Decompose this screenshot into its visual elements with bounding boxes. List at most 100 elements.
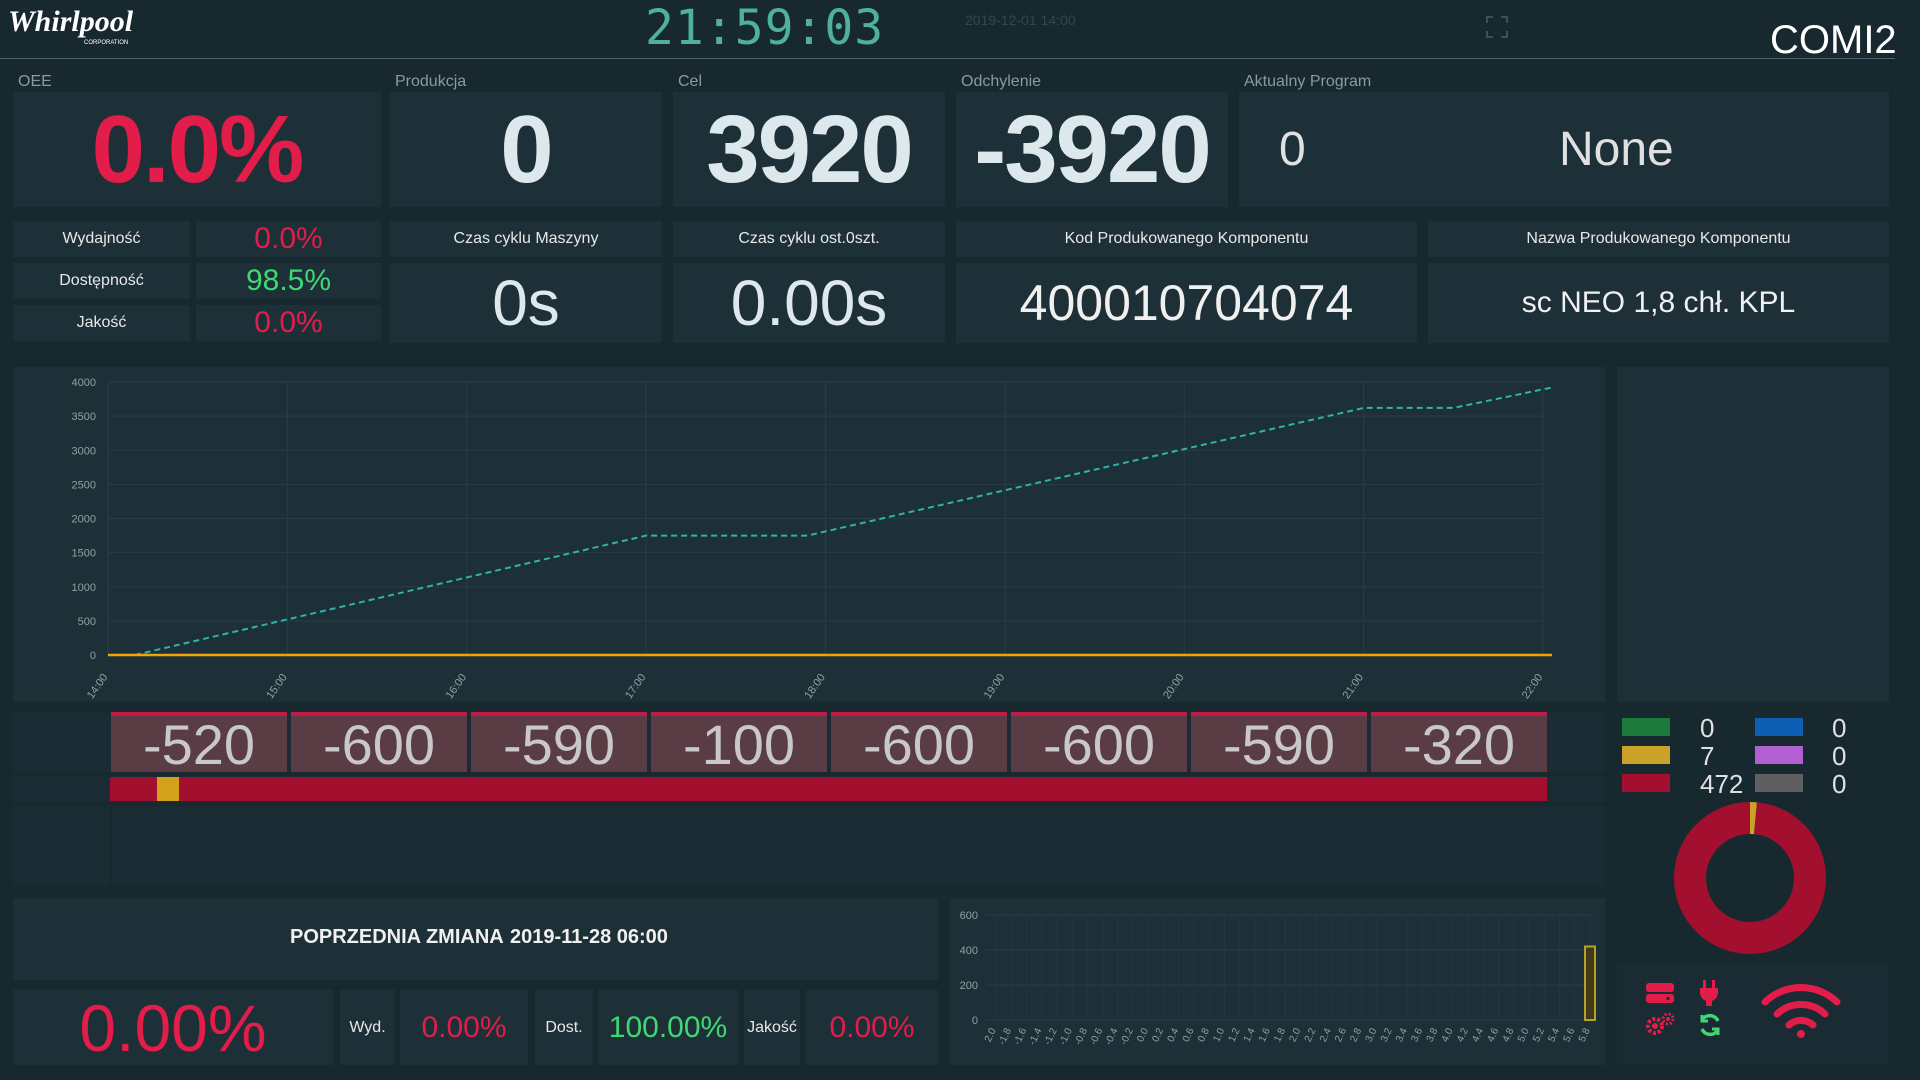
server-icon[interactable] <box>1645 982 1675 1004</box>
deviation-cell: -590 <box>1191 712 1367 776</box>
deviation-cell: -320 <box>1371 712 1547 776</box>
oee-breakdown-label: Dostępność <box>13 263 190 299</box>
legend-value: 0 <box>1832 769 1847 799</box>
deviation-cell: -600 <box>1011 712 1187 776</box>
histogram-chart: 02004006002.0-1.8-1.6-1.4-1.2-1.0-0.8-0.… <box>960 910 1596 1047</box>
chart-y-tick: 1500 <box>72 548 96 560</box>
hist-x-tick: 4.0 <box>1440 1026 1456 1044</box>
refresh-icon[interactable] <box>1697 1012 1723 1038</box>
cel-panel: 3920 <box>673 92 945 207</box>
hist-x-tick: 0.2 <box>1150 1026 1166 1044</box>
hist-x-tick: 1.2 <box>1227 1026 1243 1044</box>
legend-swatch <box>1622 746 1670 764</box>
deviation-cell: -600 <box>831 712 1007 776</box>
plug-icon[interactable] <box>1699 980 1719 1006</box>
hist-x-tick: 1.6 <box>1257 1026 1273 1044</box>
hist-x-tick: 2.2 <box>1303 1026 1319 1044</box>
chart-x-tick: 14:00 <box>85 672 111 701</box>
component-name-value: sc NEO 1,8 chł. KPL <box>1428 263 1889 343</box>
hist-y-tick: 600 <box>960 910 978 922</box>
program-label: Aktualny Program <box>1244 73 1372 90</box>
oee-label: OEE <box>18 73 52 90</box>
hist-bar <box>1584 945 1596 1021</box>
previous-oee-value: 0.00% <box>13 990 333 1065</box>
chart-x-tick: 19:00 <box>982 672 1008 701</box>
chart-y-tick: 1000 <box>72 582 96 594</box>
hist-x-tick: 5.4 <box>1546 1026 1562 1044</box>
legend-value: 7 <box>1700 741 1715 771</box>
previous-shift-title: POPRZEDNIA ZMIANA <box>290 926 504 948</box>
legend-value: 0 <box>1832 713 1847 743</box>
clock: 21:59:03 <box>645 0 885 56</box>
deviation-cell: -100 <box>651 712 827 776</box>
previous-jakosc-value: 0.00% <box>806 990 938 1065</box>
cel-value: 3920 <box>706 96 914 203</box>
deviation-cell: -520 <box>111 712 287 776</box>
hist-x-tick: 1.8 <box>1272 1026 1288 1044</box>
previous-jakosc-label: Jakość <box>744 990 800 1065</box>
right-empty-panel <box>1617 367 1889 702</box>
hist-x-tick: -1.6 <box>1012 1026 1029 1047</box>
cel-label: Cel <box>678 73 703 90</box>
logo-subtext: CORPORATION <box>84 40 129 46</box>
chart-x-tick: 20:00 <box>1161 672 1187 701</box>
fullscreen-icon[interactable] <box>1485 15 1509 39</box>
hist-x-tick: 2.0 <box>983 1026 999 1044</box>
chart-y-tick: 0 <box>90 650 96 662</box>
hist-x-tick: 2.4 <box>1318 1026 1334 1044</box>
hist-x-tick: -1.2 <box>1042 1026 1059 1047</box>
hist-y-tick: 200 <box>960 980 978 992</box>
status-donut <box>1672 800 1828 956</box>
hist-x-tick: 4.8 <box>1501 1026 1517 1044</box>
donut-slice <box>1674 802 1826 954</box>
hist-x-tick: 2.0 <box>1287 1026 1303 1044</box>
hist-x-tick: 4.6 <box>1485 1026 1501 1044</box>
empty-row-divider <box>110 806 112 886</box>
hist-x-tick: -1.4 <box>1027 1026 1044 1047</box>
previous-shift-header: POPRZEDNIA ZMIANA 2019-11-28 06:00 <box>13 898 938 980</box>
odchylenie-label: Odchylenie <box>961 73 1042 90</box>
gears-icon[interactable] <box>1645 1012 1675 1036</box>
component-code-label: Kod Produkowanego Komponentu <box>956 221 1417 257</box>
status-donut-chart <box>1674 802 1826 954</box>
hist-y-tick: 400 <box>960 945 978 957</box>
chart-x-tick: 22:00 <box>1520 672 1546 701</box>
hist-x-tick: 5.2 <box>1531 1026 1547 1044</box>
production-line-chart: 0 500 1000 1500 2000 2500 3000 3500 4000 14:00 15:… <box>72 377 1553 701</box>
hist-x-tick: 3.2 <box>1379 1026 1395 1044</box>
histogram-panel: 0 200 400 600 2.0 -1.8 -1.6 -1.4 -1.2 -1.0 -0.8 -0.… <box>950 898 1605 1065</box>
hist-x-tick: 0.4 <box>1166 1026 1182 1044</box>
hist-x-tick: 2.8 <box>1348 1026 1364 1044</box>
cycle-machine-label: Czas cyklu Maszyny <box>390 221 662 257</box>
cycle-last-label: Czas cyklu ost.0szt. <box>673 221 945 257</box>
deviation-cell: -600 <box>291 712 467 776</box>
produkcja-value: 0 <box>500 96 553 203</box>
hist-x-tick: -1.8 <box>997 1026 1014 1047</box>
legend-swatch <box>1755 774 1803 792</box>
oee-breakdown-value: 98.5% <box>196 263 381 299</box>
oee-breakdown-value: 0.0% <box>196 221 381 257</box>
deviation-cell: -590 <box>471 712 647 776</box>
previous-shift-date: 2019-11-28 06:00 <box>510 926 668 948</box>
hist-x-tick: 1.4 <box>1242 1026 1258 1044</box>
icons-panel <box>1617 962 1889 1065</box>
legend-value: 0 <box>1832 741 1847 771</box>
hist-x-tick: 1.0 <box>1211 1026 1227 1044</box>
hist-x-tick: 2.6 <box>1333 1026 1349 1044</box>
component-code-value: 400010704074 <box>956 263 1417 343</box>
previous-dost-label: Dost. <box>535 990 593 1065</box>
hist-x-tick: -0.8 <box>1073 1026 1090 1047</box>
hist-x-tick: 5.6 <box>1562 1026 1578 1044</box>
oee-value: 0.0% <box>91 96 305 203</box>
chart-x-tick: 16:00 <box>444 672 470 701</box>
hist-x-tick: 5.8 <box>1577 1026 1593 1044</box>
legend-swatch <box>1622 774 1670 792</box>
program-name: None <box>1559 123 1674 176</box>
program-panel: 0 None <box>1239 92 1889 207</box>
previous-wyd-value: 0.00% <box>400 990 528 1065</box>
hist-x-tick: -0.2 <box>1119 1026 1136 1047</box>
hist-x-tick: 4.2 <box>1455 1026 1471 1044</box>
chart-y-tick: 500 <box>78 616 96 628</box>
production-chart-panel: 0 500 1000 1500 2000 2500 3000 3500 4000 14:00 15:… <box>13 367 1605 702</box>
oee-breakdown-label: Wydajność <box>13 221 190 257</box>
